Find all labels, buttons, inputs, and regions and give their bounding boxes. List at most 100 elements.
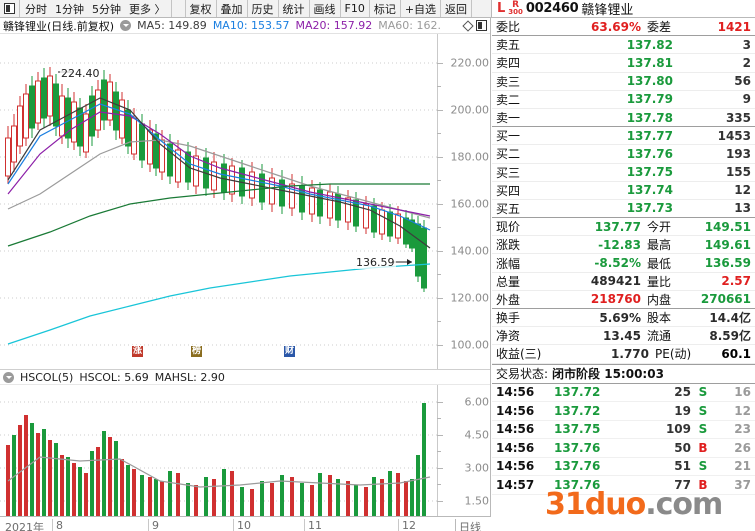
tick-row[interactable]: 14:57 137.76 77 B 37	[492, 476, 755, 495]
date-tick-10: 10	[233, 519, 251, 531]
ask-qty-2: 9	[742, 92, 751, 107]
stat-label-pe: PE(动)	[655, 347, 692, 362]
tick-row[interactable]: 14:56 137.72 19 S 12	[492, 402, 755, 421]
button-tongji[interactable]: 统计	[278, 0, 310, 17]
button-return[interactable]: 返回	[441, 0, 473, 17]
stat-value-change-pct: -8.52%	[594, 256, 641, 271]
marker-bang[interactable]: 榜	[190, 345, 203, 358]
tick-extra: 37	[734, 477, 751, 492]
ask-price-1: 137.78	[626, 110, 673, 125]
marker-cai[interactable]: 财	[283, 345, 296, 358]
date-tick-11: 11	[304, 519, 322, 531]
vol-y-label-3: 1.50	[464, 494, 490, 508]
ask-row-5[interactable]: 卖五 137.82 3	[492, 36, 755, 55]
stat-row-change: 涨跌 -12.83 最高 149.61	[492, 236, 755, 255]
candlestick-plot[interactable]	[0, 34, 437, 369]
tick-price: 137.76	[554, 459, 601, 474]
order-diff-value: 1421	[717, 19, 751, 34]
stat-label-low: 最低	[647, 256, 672, 271]
tick-price: 137.72	[554, 403, 601, 418]
chevron-down-icon[interactable]	[120, 20, 132, 31]
indicator-pane[interactable]: 6.00 4.50 3.00 1.50	[0, 385, 491, 516]
bid-row-1[interactable]: 买一 137.77 1453	[492, 127, 755, 146]
tick-extra: 21	[734, 459, 751, 474]
panel-toggle-button[interactable]	[0, 0, 20, 17]
price-y-label-1: 200.00	[450, 103, 490, 117]
y-tick-minor	[437, 274, 441, 275]
bid-price-2: 137.76	[626, 146, 673, 161]
tick-time: 14:56	[496, 422, 535, 437]
period-1min[interactable]: 1分钟	[55, 2, 84, 16]
high-price-annotation: 224.40	[60, 67, 101, 80]
bid-qty-2: 193	[725, 146, 751, 161]
bid-row-2[interactable]: 买二 137.76 193	[492, 145, 755, 164]
ask-row-3[interactable]: 卖三 137.80 56	[492, 73, 755, 91]
y-tick	[437, 468, 443, 469]
ask-label-3: 卖三	[496, 74, 521, 89]
period-fenshi[interactable]: 分时	[25, 2, 47, 16]
tick-extra: 16	[734, 385, 751, 400]
bid-qty-3: 155	[725, 165, 751, 180]
stat-value-high: 149.61	[704, 237, 751, 252]
bid-row-3[interactable]: 买三 137.75 155	[492, 164, 755, 182]
tick-row[interactable]: 14:56 137.76 50 B 26	[492, 439, 755, 458]
vol-y-label-2: 3.00	[464, 461, 490, 475]
bid-qty-1: 1453	[717, 128, 751, 143]
tick-extra: 12	[734, 403, 751, 418]
ask-label-2: 卖二	[496, 92, 521, 107]
tick-side: S	[698, 459, 708, 474]
bid-row-5[interactable]: 买五 137.73 13	[492, 200, 755, 219]
date-tick-year: 2021年	[5, 521, 44, 531]
indicator-chevron-down-icon[interactable]	[3, 371, 14, 383]
ask-qty-1: 335	[725, 110, 751, 125]
tick-time: 14:56	[496, 403, 535, 418]
bid-qty-4: 12	[734, 183, 751, 198]
button-fuquan[interactable]: 复权	[185, 0, 217, 17]
volume-bars-plot[interactable]	[0, 385, 437, 516]
ask-row-2[interactable]: 卖二 137.79 9	[492, 91, 755, 109]
date-axis: 2021年 8 9 10 11 12 日线	[0, 516, 491, 531]
price-y-label-4: 140.00	[450, 244, 490, 258]
stat-row-change-pct: 涨幅 -8.52% 最低 136.59	[492, 254, 755, 273]
stock-code: 002460	[525, 1, 579, 16]
button-diejia[interactable]: 叠加	[216, 0, 248, 17]
tick-side: S	[698, 403, 708, 418]
settings-diamond-icon[interactable]	[462, 19, 474, 32]
period-group: 分时 1分钟 5分钟 更多 〉	[20, 0, 172, 17]
ma-bar-controls	[462, 19, 490, 32]
tick-row[interactable]: 14:56 137.72 25 S 16	[492, 384, 755, 403]
period-more[interactable]: 更多 〉	[129, 2, 166, 16]
y-tick	[437, 157, 443, 158]
stat-label-eps: 收益(三)	[496, 347, 542, 362]
y-tick	[437, 435, 443, 436]
period-label: 日线	[455, 519, 481, 531]
marker-zhang[interactable]: 涨	[131, 345, 144, 358]
indicator-hscol-value: HSCOL: 5.69	[79, 370, 149, 384]
ask-row-4[interactable]: 卖四 137.81 2	[492, 54, 755, 73]
period-5min[interactable]: 5分钟	[92, 2, 121, 16]
stat-value-volume: 489421	[590, 274, 641, 289]
chart-area: 赣锋锂业(日线.前复权) MA5: 149.89 MA10: 153.57 MA…	[0, 18, 491, 531]
stat-value-current: 137.77	[594, 219, 641, 234]
chart-panel-icon[interactable]	[476, 20, 487, 31]
button-f10[interactable]: F10	[340, 0, 370, 17]
button-lishi[interactable]: 历史	[247, 0, 279, 17]
button-huaxian[interactable]: 画线	[309, 0, 341, 17]
ask-label-1: 卖一	[496, 111, 521, 126]
bid-row-4[interactable]: 买四 137.74 12	[492, 182, 755, 200]
button-add-favorite[interactable]: +自选	[400, 0, 442, 17]
tick-row[interactable]: 14:56 137.75 109 S 23	[492, 421, 755, 440]
stat-row-net-assets: 净资 13.45 流通 8.59亿	[492, 327, 755, 346]
bid-price-3: 137.75	[626, 165, 673, 180]
tick-row[interactable]: 14:56 137.76 51 S 21	[492, 458, 755, 477]
price-pane[interactable]: 224.40 136.59 涨 榜 财 220.00 200.00 180.00…	[0, 34, 491, 369]
ma20-label: MA20: 157.92	[295, 19, 373, 32]
ask-row-1[interactable]: 卖一 137.78 335	[492, 109, 755, 128]
button-biaoji[interactable]: 标记	[369, 0, 401, 17]
bid-qty-5: 13	[734, 201, 751, 216]
stat-label-inner: 内盘	[647, 292, 672, 307]
y-tick-minor	[437, 451, 441, 452]
stat-row-turnover: 换手 5.69% 股本 14.4亿	[492, 309, 755, 328]
tick-side: S	[698, 385, 708, 400]
stat-label-shares: 股本	[647, 311, 672, 326]
